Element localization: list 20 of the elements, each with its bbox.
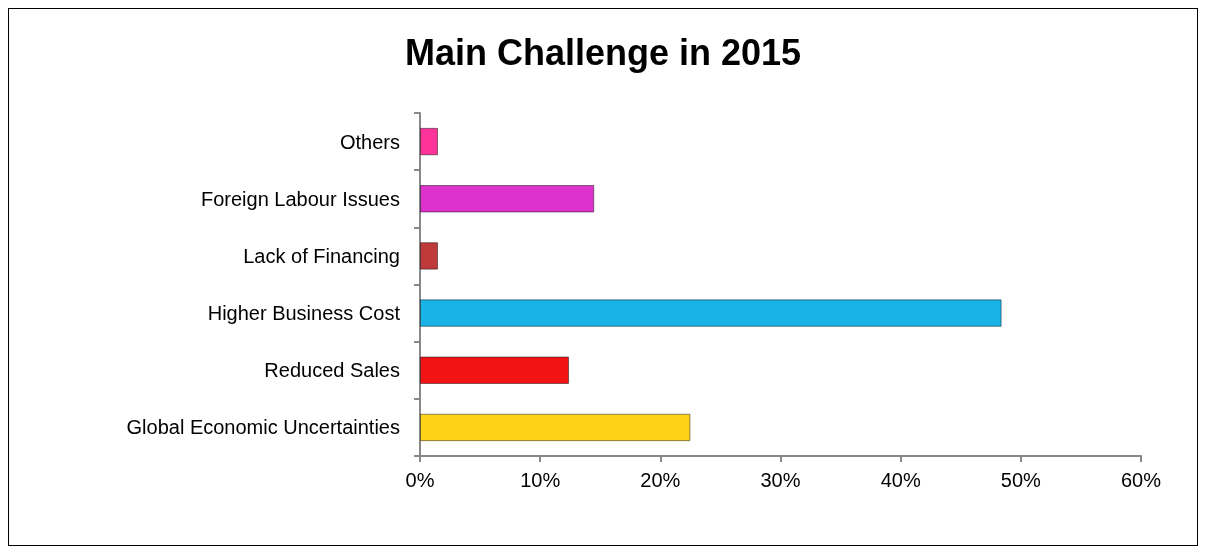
- y-tick-label: Reduced Sales: [264, 359, 400, 382]
- y-tick-label: Foreign Labour Issues: [200, 187, 400, 210]
- bar: [420, 127, 439, 156]
- y-tick-label: Lack of Financing: [243, 244, 400, 267]
- bar: [420, 413, 691, 442]
- y-tick-label: Higher Business Cost: [207, 302, 401, 325]
- x-tick-label: 20%: [640, 469, 681, 491]
- x-tick-label: 30%: [760, 469, 801, 491]
- x-tick-label: 40%: [880, 469, 921, 491]
- x-tick-label: 0%: [405, 469, 435, 491]
- bar: [420, 242, 439, 270]
- chart-title: Main Challenge in 2015: [404, 31, 802, 73]
- y-tick-label: Global Economic Uncertainties: [126, 416, 400, 439]
- bar: [420, 299, 1002, 327]
- x-tick-label: 10%: [520, 469, 561, 491]
- x-tick-label: 60%: [1120, 469, 1162, 491]
- y-tick-label: Others: [339, 130, 400, 153]
- bar: [420, 185, 595, 213]
- x-tick-label: 50%: [1000, 469, 1042, 491]
- bar: [420, 356, 570, 384]
